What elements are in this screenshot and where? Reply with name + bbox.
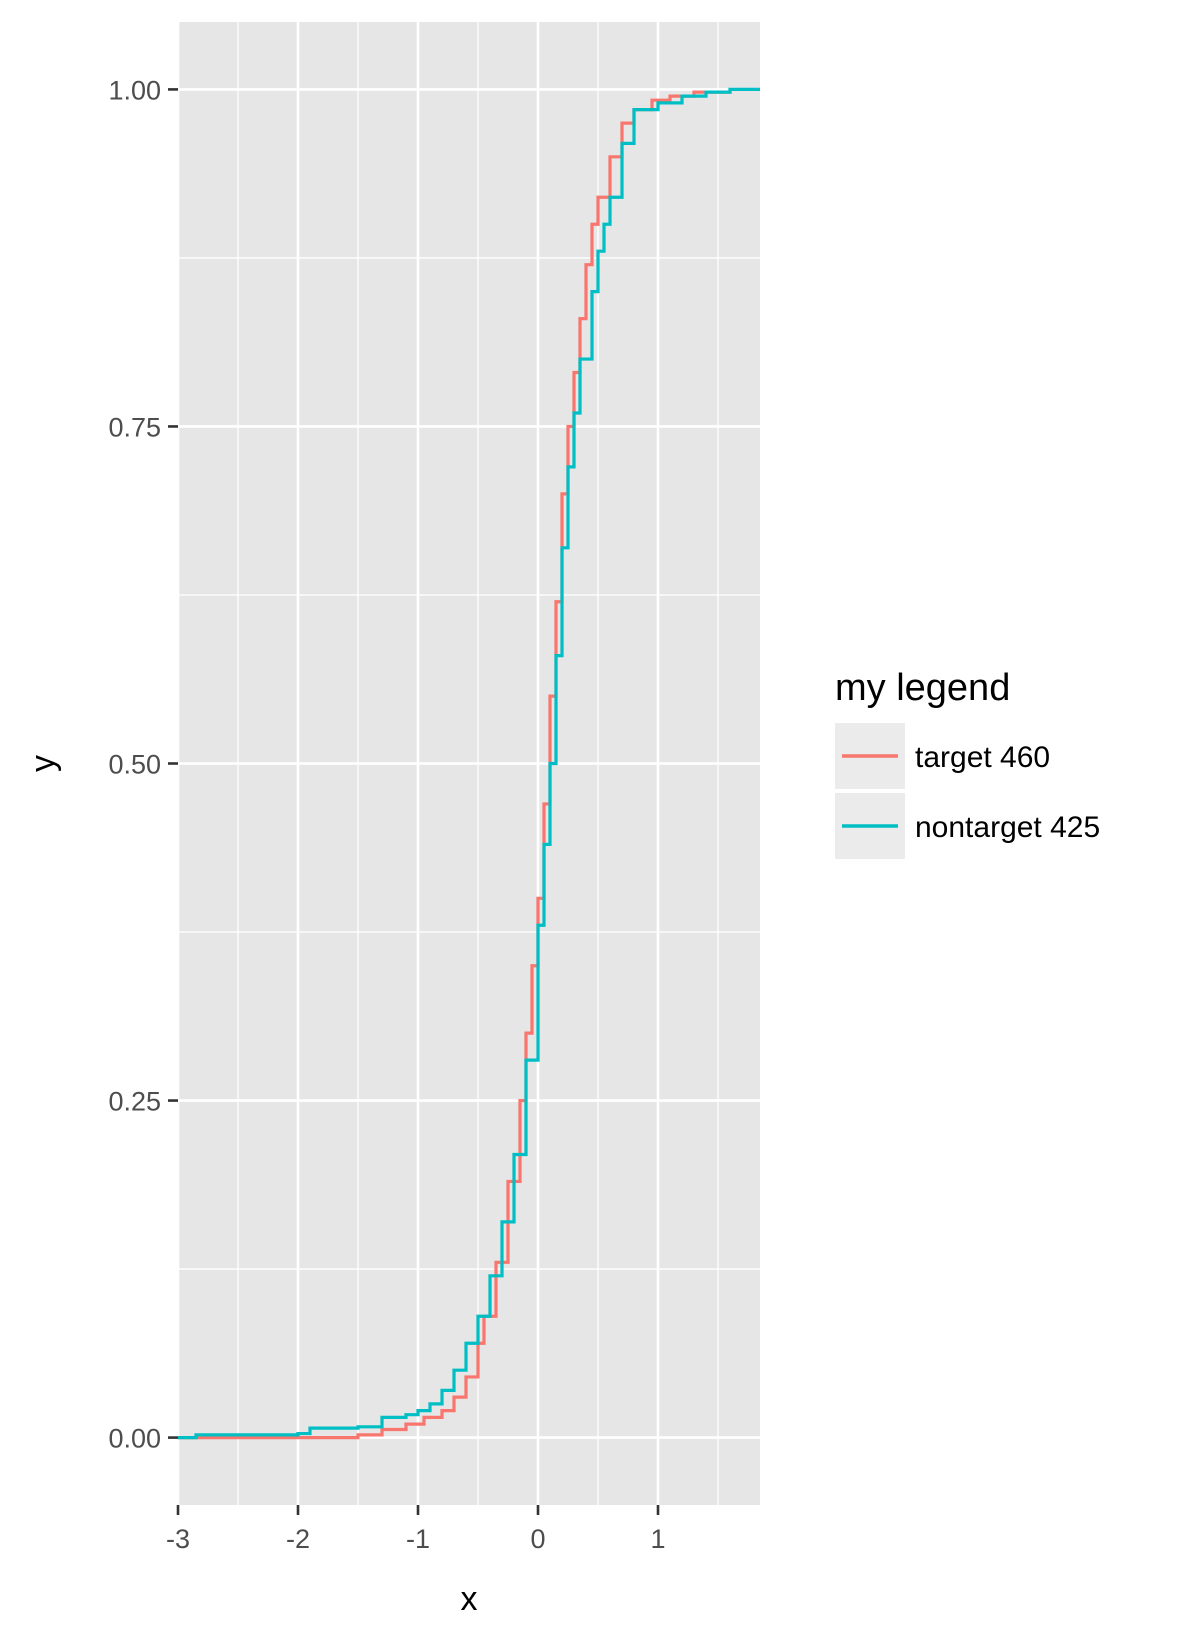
y-axis-title: y bbox=[24, 755, 62, 772]
x-tick-label: -1 bbox=[406, 1524, 430, 1554]
x-axis: -3 -2 -1 0 1 bbox=[166, 1505, 666, 1554]
y-tick-label: 1.00 bbox=[108, 75, 161, 105]
legend-label: nontarget 425 bbox=[915, 811, 1100, 844]
legend-label: target 460 bbox=[915, 741, 1050, 774]
legend: my legend target 460 nontarget 425 bbox=[835, 667, 1100, 859]
series-line-nontarget bbox=[178, 87, 760, 1440]
series-layer bbox=[178, 87, 760, 1440]
y-tick-label: 0.25 bbox=[108, 1087, 161, 1117]
x-tick-label: -2 bbox=[286, 1524, 310, 1554]
x-axis-title: x bbox=[461, 1580, 478, 1618]
y-tick-label: 0.75 bbox=[108, 412, 161, 442]
y-tick-label: 0.50 bbox=[108, 750, 161, 780]
x-tick-label: 1 bbox=[650, 1524, 665, 1554]
y-axis: 0.00 0.25 0.50 0.75 1.00 bbox=[108, 75, 178, 1454]
legend-title: my legend bbox=[835, 667, 1010, 709]
y-tick-label: 0.00 bbox=[108, 1424, 161, 1454]
x-tick-label: 0 bbox=[530, 1524, 545, 1554]
x-tick-label: -3 bbox=[166, 1524, 190, 1554]
